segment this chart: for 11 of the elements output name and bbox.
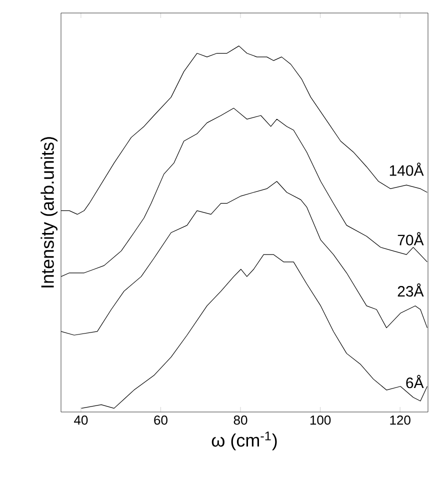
x-tick-label: 40 bbox=[74, 416, 88, 425]
series-label: 6Å bbox=[406, 374, 424, 388]
x-axis-title: ω (cm$^{-1}$) bbox=[212, 432, 277, 450]
series-label: 70Å bbox=[398, 232, 424, 246]
y-axis-title: Intensity (arb.units) bbox=[40, 137, 58, 288]
x-tick-label: 100 bbox=[310, 416, 331, 425]
x-tick-label: 120 bbox=[390, 416, 410, 425]
series-label: 140Å bbox=[390, 162, 424, 176]
x-tick-label: 60 bbox=[154, 416, 168, 425]
series-label: 23Å bbox=[398, 283, 424, 297]
x-tick-label: 80 bbox=[234, 416, 248, 425]
